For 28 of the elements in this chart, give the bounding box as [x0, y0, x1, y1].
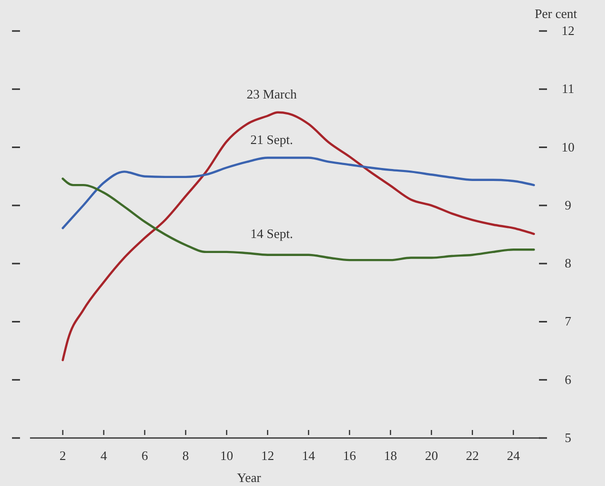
x-tick-label: 22 — [466, 448, 479, 463]
y-tick-label: 5 — [564, 430, 572, 445]
x-tick-label: 18 — [384, 448, 397, 463]
y-tick-label: 11 — [562, 81, 574, 96]
line-series — [62, 111, 535, 362]
x-tick-label: 14 — [302, 448, 316, 463]
y-tick-label: 9 — [564, 197, 572, 212]
x-tick-label: 2 — [60, 448, 66, 463]
y-tick-label: 6 — [564, 372, 572, 387]
x-tick-label: 8 — [182, 448, 189, 463]
y-tick-label: 8 — [564, 256, 572, 271]
line-series — [62, 156, 535, 230]
x-tick-label: 12 — [261, 448, 274, 463]
y-tick-label: 7 — [564, 314, 572, 329]
series-label: 14 Sept. — [250, 226, 293, 241]
y-tick-label: 12 — [562, 23, 574, 38]
y-tick-label: 10 — [562, 139, 574, 154]
x-tick-label: 16 — [343, 448, 357, 463]
x-tick-label: 24 — [506, 448, 520, 463]
x-tick-label: 4 — [100, 448, 108, 463]
x-tick-label: 20 — [424, 448, 438, 463]
x-tick-label: 6 — [141, 448, 148, 463]
x-tick-label: 10 — [220, 448, 234, 463]
line-series — [62, 178, 535, 262]
y-axis-title: Per cent — [534, 6, 578, 21]
series-label: 21 Sept. — [250, 132, 293, 147]
x-axis-title: Year — [237, 470, 262, 485]
series-label: 23 March — [246, 86, 298, 102]
